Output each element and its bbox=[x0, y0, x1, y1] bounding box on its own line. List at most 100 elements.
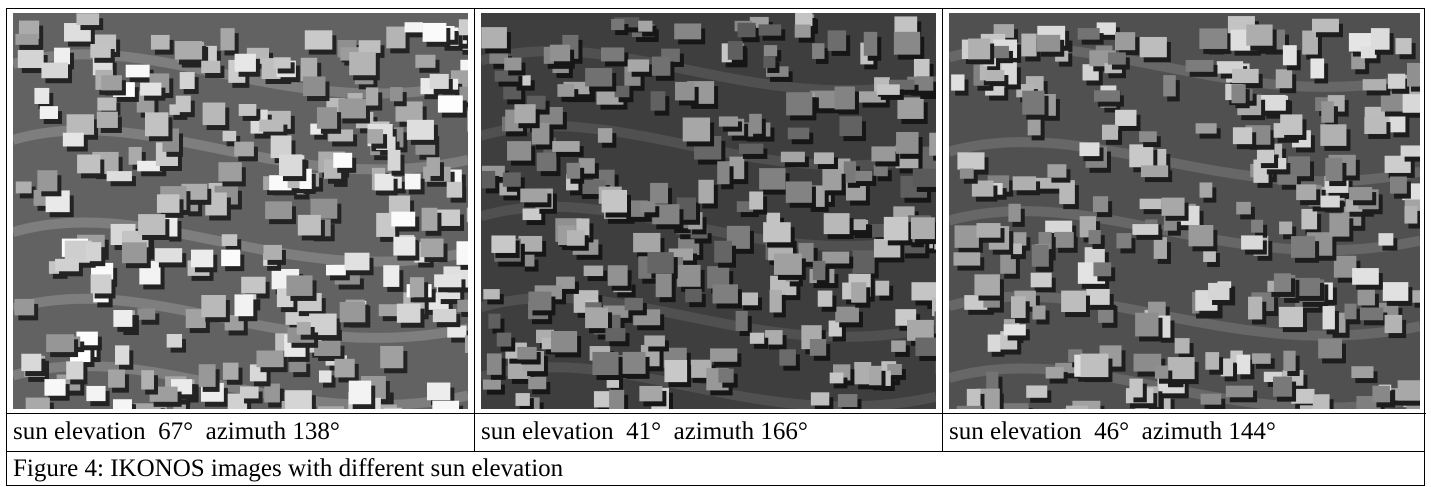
texture bbox=[605, 328, 625, 341]
texture bbox=[334, 359, 354, 378]
texture bbox=[1352, 268, 1379, 285]
texture bbox=[379, 304, 399, 316]
texture bbox=[1004, 403, 1029, 409]
texture bbox=[1061, 291, 1086, 312]
texture bbox=[1078, 28, 1100, 40]
texture bbox=[264, 384, 280, 403]
texture bbox=[1026, 385, 1047, 397]
panel-caption: sun elevation 67° azimuth 138° bbox=[7, 413, 475, 451]
texture bbox=[407, 120, 434, 140]
texture bbox=[333, 153, 352, 168]
texture bbox=[199, 364, 216, 387]
texture bbox=[675, 82, 695, 101]
texture bbox=[871, 146, 895, 161]
texture bbox=[482, 171, 495, 188]
texture bbox=[877, 84, 900, 95]
texture bbox=[67, 114, 94, 135]
texture bbox=[911, 282, 936, 300]
texture bbox=[415, 55, 435, 68]
texture bbox=[1161, 198, 1184, 216]
texture bbox=[647, 252, 673, 273]
panel-caption: sun elevation 46° azimuth 144° bbox=[943, 413, 1426, 451]
texture bbox=[822, 169, 841, 191]
texture bbox=[1318, 339, 1342, 359]
texture bbox=[763, 57, 775, 68]
texture bbox=[551, 331, 577, 352]
texture bbox=[640, 201, 655, 212]
texture bbox=[750, 333, 764, 344]
texture bbox=[828, 30, 846, 51]
texture bbox=[305, 30, 333, 49]
texture bbox=[718, 369, 733, 383]
texture bbox=[1385, 315, 1403, 333]
texture bbox=[141, 370, 154, 389]
texture bbox=[420, 239, 443, 258]
texture bbox=[717, 161, 729, 184]
texture bbox=[1310, 58, 1324, 78]
texture bbox=[1236, 355, 1250, 375]
texture bbox=[1080, 354, 1108, 377]
texture bbox=[1011, 296, 1026, 318]
texture bbox=[503, 172, 521, 186]
texture bbox=[234, 294, 253, 316]
texture bbox=[138, 308, 156, 319]
texture bbox=[795, 25, 811, 38]
texture bbox=[1115, 110, 1136, 126]
texture bbox=[297, 322, 311, 335]
texture bbox=[1371, 28, 1390, 50]
texture bbox=[1251, 220, 1263, 233]
texture bbox=[1093, 262, 1111, 276]
texture bbox=[488, 314, 500, 329]
texture bbox=[1364, 117, 1386, 134]
texture bbox=[651, 91, 666, 110]
texture bbox=[491, 235, 515, 252]
texture bbox=[749, 191, 763, 209]
texture bbox=[1135, 313, 1158, 337]
texture bbox=[1323, 306, 1335, 329]
panel-caption: sun elevation 41° azimuth 166° bbox=[475, 413, 943, 451]
texture bbox=[1283, 351, 1295, 371]
texture bbox=[891, 340, 906, 352]
texture bbox=[611, 19, 624, 30]
texture bbox=[1363, 79, 1387, 90]
texture bbox=[528, 292, 551, 311]
texture bbox=[764, 45, 777, 56]
texture bbox=[830, 373, 844, 384]
texture bbox=[1032, 305, 1045, 319]
texture bbox=[1320, 124, 1346, 146]
texture bbox=[44, 379, 65, 396]
texture bbox=[685, 289, 702, 302]
texture bbox=[739, 144, 763, 154]
texture bbox=[108, 369, 125, 387]
texture bbox=[126, 65, 150, 78]
texture bbox=[447, 326, 466, 338]
texture bbox=[487, 353, 502, 374]
texture bbox=[1279, 307, 1303, 327]
texture bbox=[367, 129, 383, 143]
texture bbox=[1252, 353, 1271, 364]
texture bbox=[625, 298, 643, 310]
texture bbox=[405, 22, 423, 32]
texture bbox=[957, 152, 984, 169]
texture bbox=[609, 390, 624, 409]
texture bbox=[1154, 237, 1167, 259]
texture bbox=[235, 54, 256, 72]
texture bbox=[393, 237, 415, 256]
texture bbox=[1108, 52, 1126, 64]
texture bbox=[1031, 273, 1052, 288]
texture bbox=[1226, 386, 1253, 398]
texture bbox=[1246, 24, 1272, 45]
texture bbox=[523, 209, 542, 221]
texture bbox=[279, 154, 302, 176]
texture bbox=[714, 241, 732, 263]
texture bbox=[759, 24, 782, 35]
texture bbox=[824, 213, 850, 234]
texture bbox=[781, 152, 805, 162]
texture bbox=[822, 252, 849, 264]
texture bbox=[1358, 289, 1375, 306]
texture bbox=[286, 275, 312, 296]
texture bbox=[566, 163, 580, 179]
texture bbox=[974, 274, 999, 295]
texture bbox=[913, 169, 936, 187]
texture bbox=[222, 234, 238, 246]
